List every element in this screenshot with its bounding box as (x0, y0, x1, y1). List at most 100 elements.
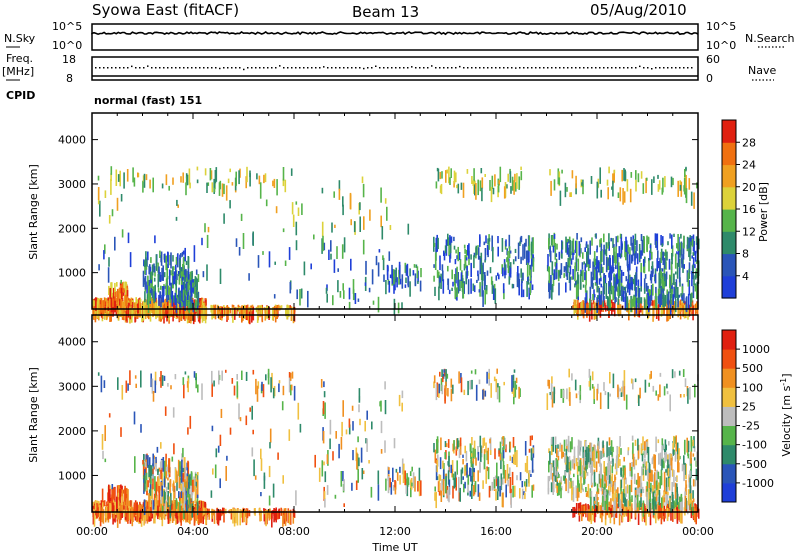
echo-cell (112, 502, 114, 513)
echo-cell (581, 262, 584, 270)
echo-cell (196, 166, 199, 171)
echo-cell (200, 509, 202, 520)
echo-cell (251, 447, 254, 457)
echo-cell (204, 168, 207, 176)
echo-cell (631, 435, 634, 441)
echo-cell (637, 505, 639, 512)
echo-cell (94, 500, 97, 511)
echo-cell (295, 490, 297, 506)
echo-cell (447, 265, 449, 272)
echo-cell (436, 234, 438, 252)
echo-cell (592, 273, 595, 281)
echo-cell (663, 460, 665, 469)
echo-cell (329, 438, 331, 450)
echo-cell (223, 213, 225, 224)
echo-cell (466, 462, 468, 478)
echo-cell (92, 305, 94, 316)
echo-cell (153, 290, 155, 304)
echo-cell (110, 497, 112, 502)
echo-cell (578, 302, 581, 309)
echo-cell (436, 436, 439, 454)
echo-cell (669, 298, 672, 315)
echo-cell (236, 374, 238, 380)
echo-cell (143, 472, 146, 476)
echo-cell (394, 480, 396, 488)
echo-cell (326, 293, 328, 303)
echo-cell (113, 488, 116, 499)
echo-cell (217, 305, 219, 316)
echo-cell (193, 371, 196, 378)
freq-dot (367, 67, 369, 69)
echo-cell (455, 249, 457, 254)
echo-cell (497, 383, 499, 388)
echo-cell (359, 216, 361, 232)
echo-cell (692, 502, 694, 516)
echo-cell (467, 380, 469, 396)
echo-cell (645, 466, 647, 476)
echo-cell (219, 268, 222, 284)
freq-dot (471, 67, 473, 69)
echo-cell (173, 500, 176, 516)
echo-cell (527, 279, 530, 285)
echo-cell (288, 510, 291, 525)
echo-cell (610, 498, 612, 509)
echo-cell (157, 480, 160, 485)
echo-cell (392, 467, 394, 482)
echo-cell (479, 257, 482, 275)
echo-cell (162, 307, 164, 316)
echo-cell (655, 293, 657, 308)
echo-cell (585, 292, 587, 303)
echo-cell (260, 305, 263, 316)
echo-cell (483, 280, 486, 290)
echo-cell (690, 437, 693, 452)
echo-cell (689, 237, 692, 245)
echo-cell (439, 255, 441, 271)
echo-cell (440, 184, 443, 195)
echo-cell (620, 296, 623, 301)
echo-cell (112, 487, 115, 498)
echo-cell (477, 451, 480, 461)
echo-cell (625, 276, 628, 282)
echo-cell (644, 450, 646, 459)
echo-cell (258, 305, 261, 309)
echo-cell (600, 189, 602, 198)
echo-cell (608, 470, 611, 484)
echo-cell (377, 484, 380, 501)
echo-cell (358, 388, 361, 403)
echo-cell (569, 240, 571, 250)
freq-dot (523, 67, 525, 69)
echo-cell (685, 175, 687, 192)
echo-cell (509, 171, 512, 183)
echo-cell (547, 254, 549, 269)
freq-dot (379, 67, 381, 69)
noise-left-tick-bottom: 10^0 (52, 39, 82, 52)
freq-dot (347, 67, 349, 69)
power-scatter-cells (92, 166, 700, 325)
freq-dot (239, 67, 241, 69)
echo-cell (689, 477, 692, 494)
echo-cell (685, 166, 687, 171)
echo-cell (687, 500, 689, 515)
echo-cell (518, 273, 520, 288)
echo-cell (197, 502, 199, 516)
echo-cell (669, 293, 672, 305)
echo-cell (97, 372, 100, 376)
echo-cell (619, 290, 622, 296)
echo-cell (433, 375, 436, 384)
echo-cell (160, 371, 162, 388)
echo-cell (591, 371, 594, 381)
echo-cell (98, 304, 100, 310)
echo-cell (175, 468, 177, 483)
echo-cell (502, 283, 505, 294)
echo-cell (287, 508, 290, 523)
echo-cell (246, 166, 248, 183)
echo-cell (667, 292, 670, 305)
echo-cell (125, 294, 127, 307)
echo-cell (356, 452, 358, 470)
echo-cell (638, 244, 641, 261)
echo-cell (136, 502, 138, 512)
freq-dot (491, 67, 493, 69)
echo-cell (589, 442, 591, 452)
echo-cell (675, 271, 677, 275)
echo-cell (677, 504, 679, 509)
